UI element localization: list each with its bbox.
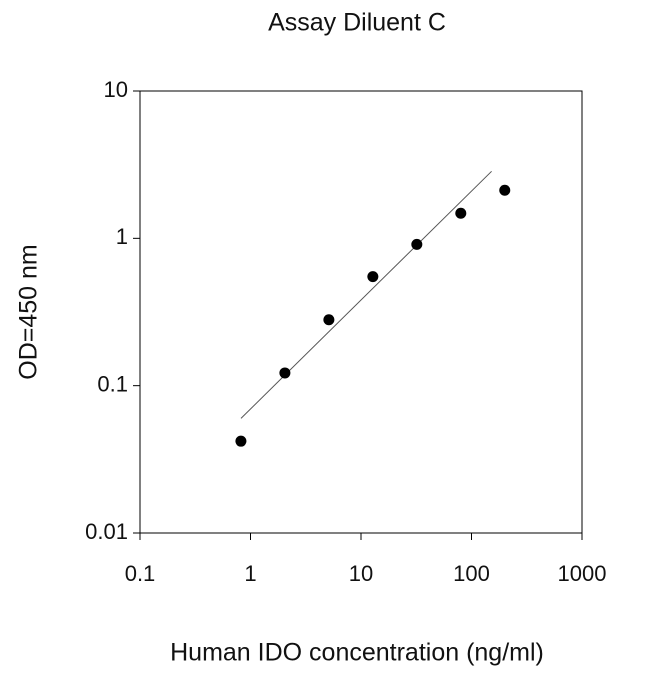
y-tick-label: 10: [104, 77, 128, 102]
data-point: [235, 435, 247, 447]
data-point: [323, 314, 335, 326]
y-tick-label: 1: [116, 224, 128, 249]
y-tick-label: 0.01: [85, 519, 128, 544]
x-tick-label: 0.1: [125, 561, 156, 586]
fit-line: [240, 170, 492, 419]
x-tick-label: 1000: [558, 561, 607, 586]
y-axis-label: OD=450 nm: [15, 244, 43, 380]
x-tick-label: 1: [244, 561, 256, 586]
chart-title: Assay Diluent C: [268, 9, 446, 37]
y-tick-label: 0.1: [97, 371, 128, 396]
data-point: [279, 367, 291, 379]
data-point: [499, 184, 511, 196]
x-tick-label: 100: [453, 561, 490, 586]
data-point: [411, 238, 423, 250]
x-tick-label: 10: [349, 561, 373, 586]
data-point: [455, 207, 467, 219]
plot-frame: [139, 90, 583, 534]
data-point: [367, 271, 379, 283]
x-axis-label: Human IDO concentration (ng/ml): [170, 639, 544, 667]
